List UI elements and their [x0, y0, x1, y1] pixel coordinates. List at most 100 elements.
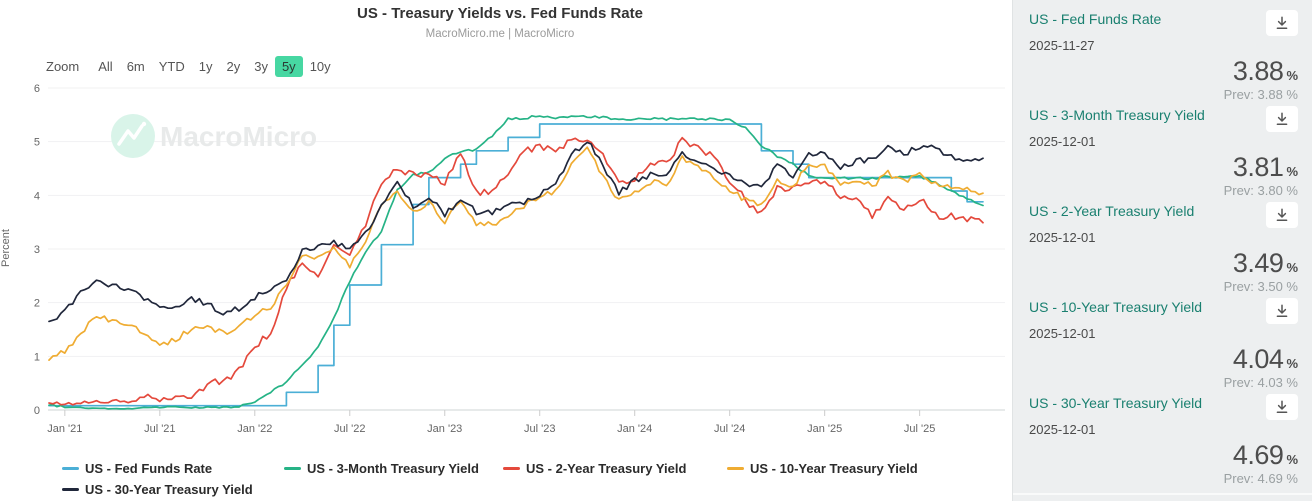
- svg-text:MacroMicro: MacroMicro: [160, 121, 317, 152]
- chart-title: US - Treasury Yields vs. Fed Funds Rate: [357, 5, 643, 22]
- series-line-30-year-treasury-yield: [48, 141, 984, 323]
- x-tick-label: Jul '22: [334, 423, 365, 435]
- range-buttons: All 6m YTD 1y 2y 3y 5y 10y: [91, 56, 337, 77]
- download-button[interactable]: [1266, 106, 1298, 132]
- card-value: 4.69: [1232, 440, 1284, 470]
- legend-label: US - 3-Month Treasury Yield: [307, 461, 479, 476]
- card-unit: %: [1286, 356, 1298, 371]
- range-button-ytd[interactable]: YTD: [152, 56, 192, 77]
- x-tick-label: Jan '25: [807, 423, 842, 435]
- download-button[interactable]: [1266, 298, 1298, 324]
- card-title-link[interactable]: US - 10-Year Treasury Yield: [1029, 299, 1203, 315]
- card-value: 3.49: [1232, 248, 1284, 278]
- sidebar-cards: US - Fed Funds Rate 2025-11-27 3.88% Prev: …: [1013, 0, 1312, 486]
- legend-item-4[interactable]: US - 10-Year Treasury Yield: [727, 461, 918, 476]
- card-value-row: 3.49%: [1029, 248, 1298, 279]
- card-prev-value: Prev: 4.69 %: [1223, 471, 1298, 486]
- y-tick-label: 1: [34, 351, 40, 363]
- card-value: 4.04: [1232, 344, 1284, 374]
- card-unit: %: [1286, 164, 1298, 179]
- download-icon: [1276, 304, 1288, 318]
- card-value-row: 3.88%: [1029, 56, 1298, 87]
- chart-legend: US - Fed Funds Rate US - 3-Month Treasury…: [62, 458, 1002, 500]
- macromicro-watermark-logo: MacroMicro: [111, 114, 317, 158]
- range-button-5y[interactable]: 5y: [274, 56, 303, 77]
- card-date: 2025-12-01: [1029, 134, 1096, 149]
- range-button-2y[interactable]: 2y: [219, 56, 247, 77]
- x-tick-label: Jan '22: [237, 423, 272, 435]
- legend-row: US - 30-Year Treasury Yield: [62, 479, 1002, 500]
- card-title-link[interactable]: US - 30-Year Treasury Yield: [1029, 395, 1203, 411]
- range-button-1y[interactable]: 1y: [192, 56, 220, 77]
- sidebar-card-2: US - 3-Month Treasury Yield 2025-12-01 3.8…: [1013, 96, 1312, 198]
- sidebar-divider: [1013, 493, 1312, 495]
- card-title-link[interactable]: US - 3-Month Treasury Yield: [1029, 107, 1205, 123]
- legend-marker: [727, 467, 744, 470]
- x-tick-label: Jul '21: [144, 423, 175, 435]
- range-button-all[interactable]: All: [91, 56, 119, 77]
- chart-subtitle: MacroMicro.me | MacroMicro: [425, 28, 575, 40]
- legend-label: US - 30-Year Treasury Yield: [85, 482, 253, 497]
- x-tick-label: Jul '23: [524, 423, 555, 435]
- card-value-row: 3.81%: [1029, 152, 1298, 183]
- x-tick-label: Jan '21: [47, 423, 82, 435]
- legend-item-1[interactable]: US - Fed Funds Rate: [62, 461, 284, 476]
- card-prev-value: Prev: 3.80 %: [1223, 183, 1298, 198]
- y-tick-label: 6: [34, 83, 40, 95]
- legend-label: US - 10-Year Treasury Yield: [750, 461, 918, 476]
- card-value: 3.88: [1232, 56, 1284, 86]
- legend-marker: [62, 488, 79, 491]
- legend-marker: [62, 467, 79, 470]
- y-tick-label: 2: [34, 298, 40, 310]
- y-tick-label: 4: [34, 190, 40, 202]
- series-sidebar: US - Fed Funds Rate 2025-11-27 3.88% Prev: …: [1012, 0, 1312, 501]
- card-unit: %: [1286, 260, 1298, 275]
- y-tick-label: 3: [34, 244, 40, 256]
- series-line-2-year-treasury-yield: [48, 136, 984, 406]
- range-button-10y[interactable]: 10y: [303, 56, 338, 77]
- legend-item-2[interactable]: US - 3-Month Treasury Yield: [284, 461, 503, 476]
- x-tick-label: Jan '24: [617, 423, 652, 435]
- card-value-row: 4.69%: [1029, 440, 1298, 471]
- x-tick-label: Jan '23: [427, 423, 462, 435]
- download-button[interactable]: [1266, 10, 1298, 36]
- sidebar-card-4: US - 10-Year Treasury Yield 2025-12-01 4.0…: [1013, 288, 1312, 390]
- y-tick-label: 0: [34, 405, 40, 417]
- range-button-6m[interactable]: 6m: [120, 56, 152, 77]
- legend-item-5[interactable]: US - 30-Year Treasury Yield: [62, 482, 253, 497]
- card-title-link[interactable]: US - 2-Year Treasury Yield: [1029, 203, 1195, 219]
- legend-row: US - Fed Funds Rate US - 3-Month Treasury…: [62, 458, 1002, 479]
- download-icon: [1276, 208, 1288, 222]
- card-date: 2025-12-01: [1029, 422, 1096, 437]
- legend-label: US - 2-Year Treasury Yield: [526, 461, 687, 476]
- card-value: 3.81: [1232, 152, 1284, 182]
- card-unit: %: [1286, 452, 1298, 467]
- chart-plot-area[interactable]: 0 1 2 3 4 5 6 Jan '21 Jul '21 Jan '22 Jul '22 Jan '…: [0, 80, 1012, 455]
- legend-item-3[interactable]: US - 2-Year Treasury Yield: [503, 461, 727, 476]
- card-unit: %: [1286, 68, 1298, 83]
- card-prev-value: Prev: 3.50 %: [1223, 279, 1298, 294]
- zoom-label: Zoom: [46, 59, 80, 74]
- sidebar-card-5: US - 30-Year Treasury Yield 2025-12-01 4.6…: [1013, 384, 1312, 486]
- card-date: 2025-11-27: [1029, 38, 1095, 53]
- card-value-row: 4.04%: [1029, 344, 1298, 375]
- y-tick-label: 5: [34, 137, 40, 149]
- download-icon: [1276, 16, 1288, 30]
- sidebar-card-3: US - 2-Year Treasury Yield 2025-12-01 3.49…: [1013, 192, 1312, 294]
- card-title-link[interactable]: US - Fed Funds Rate: [1029, 11, 1162, 27]
- x-tick-label: Jul '25: [904, 423, 935, 435]
- download-icon: [1276, 400, 1288, 414]
- x-tick-label: Jul '24: [714, 423, 745, 435]
- download-button[interactable]: [1266, 394, 1298, 420]
- series-line-10-year-treasury-yield: [48, 146, 984, 361]
- legend-label: US - Fed Funds Rate: [85, 461, 213, 476]
- legend-marker: [284, 467, 301, 470]
- card-date: 2025-12-01: [1029, 230, 1096, 245]
- range-button-3y[interactable]: 3y: [247, 56, 275, 77]
- download-button[interactable]: [1266, 202, 1298, 228]
- sidebar-card-1: US - Fed Funds Rate 2025-11-27 3.88% Prev: …: [1013, 0, 1312, 102]
- card-prev-value: Prev: 3.88 %: [1223, 87, 1298, 102]
- range-toolbar: Zoom All 6m YTD 1y 2y 3y 5y 10y: [46, 56, 338, 77]
- legend-marker: [503, 467, 520, 470]
